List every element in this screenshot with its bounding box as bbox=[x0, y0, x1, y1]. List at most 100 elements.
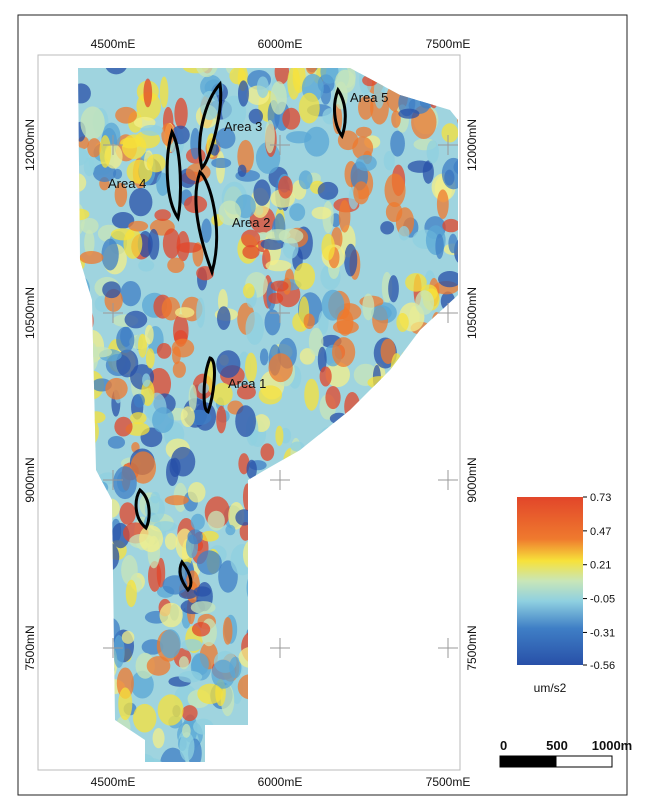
raster-blob bbox=[435, 584, 451, 614]
easting-label-bottom: 4500mE bbox=[91, 775, 136, 789]
raster-blob bbox=[284, 674, 301, 697]
raster-blob bbox=[78, 495, 85, 520]
raster-blob bbox=[268, 353, 293, 383]
raster-blob bbox=[443, 604, 458, 619]
raster-blob bbox=[405, 690, 426, 711]
raster-blob bbox=[395, 584, 410, 598]
raster-blob bbox=[80, 694, 106, 712]
raster-blob bbox=[237, 674, 262, 700]
raster-blob bbox=[389, 505, 402, 528]
raster-blob bbox=[81, 339, 94, 371]
raster-blob bbox=[387, 730, 403, 751]
raster-blob bbox=[325, 361, 350, 388]
raster-blob bbox=[196, 297, 206, 328]
raster-blob bbox=[251, 551, 268, 566]
raster-blob bbox=[308, 622, 335, 646]
raster-blob bbox=[278, 175, 293, 199]
raster-blob bbox=[441, 123, 458, 143]
raster-blob bbox=[174, 307, 195, 318]
raster-blob bbox=[391, 409, 400, 441]
raster-blob bbox=[355, 154, 377, 172]
raster-blob bbox=[260, 443, 275, 461]
raster-blob bbox=[213, 732, 237, 751]
raster-blob bbox=[294, 262, 316, 290]
raster-blob bbox=[302, 563, 326, 593]
raster-blob bbox=[425, 434, 449, 455]
raster-blob bbox=[211, 157, 232, 169]
raster-blob bbox=[452, 568, 458, 597]
raster-blob bbox=[301, 507, 315, 523]
raster-blob bbox=[246, 626, 265, 639]
raster-blob bbox=[436, 450, 452, 480]
raster-blob bbox=[130, 451, 157, 484]
raster-blob bbox=[380, 598, 396, 621]
raster-blob bbox=[305, 603, 324, 632]
raster-blob bbox=[317, 181, 339, 200]
raster-blob bbox=[303, 487, 314, 520]
raster-blob bbox=[317, 694, 327, 710]
raster-blob bbox=[242, 245, 260, 259]
raster-blob bbox=[82, 341, 99, 372]
raster-blob bbox=[101, 498, 120, 518]
raster-blob bbox=[425, 661, 442, 691]
raster-blob bbox=[390, 130, 405, 157]
raster-blob bbox=[394, 493, 406, 523]
raster-blob bbox=[304, 378, 319, 411]
raster-blob bbox=[270, 81, 287, 115]
raster-blob bbox=[384, 478, 395, 510]
raster-blob bbox=[406, 624, 425, 655]
raster-blob bbox=[421, 621, 441, 632]
raster-blob bbox=[363, 632, 386, 666]
raster-blob bbox=[102, 281, 121, 299]
raster-blob bbox=[328, 720, 348, 733]
scale-bar-black bbox=[499, 755, 557, 768]
raster-blob bbox=[152, 407, 174, 433]
raster-blob bbox=[225, 68, 235, 74]
raster-blob bbox=[101, 238, 119, 271]
scale-bar-label: 500 bbox=[546, 738, 568, 753]
raster-blob bbox=[78, 643, 86, 659]
raster-blob bbox=[124, 310, 148, 329]
raster-blob bbox=[283, 698, 301, 714]
raster-blob bbox=[245, 311, 264, 345]
raster-blob bbox=[398, 108, 420, 119]
raster-blob bbox=[93, 617, 110, 641]
raster-blob bbox=[445, 718, 458, 736]
raster-blob bbox=[431, 312, 442, 339]
raster-blob bbox=[237, 164, 247, 177]
raster-blob bbox=[146, 656, 171, 676]
raster-blob bbox=[454, 391, 458, 425]
raster-blob bbox=[208, 730, 218, 750]
raster-blob bbox=[244, 352, 258, 383]
raster-blob bbox=[146, 153, 166, 173]
raster-blob bbox=[443, 554, 458, 577]
raster-blob bbox=[317, 526, 340, 551]
map-frame bbox=[37, 54, 461, 771]
gravity-raster bbox=[78, 68, 458, 762]
raster-blob bbox=[262, 686, 285, 702]
raster-blob bbox=[443, 430, 458, 454]
raster-blob bbox=[391, 110, 401, 128]
raster-blob bbox=[312, 533, 326, 560]
scale-bar-white bbox=[555, 755, 613, 768]
raster-blob bbox=[275, 646, 301, 666]
raster-blob bbox=[313, 611, 328, 644]
raster-blob bbox=[328, 625, 347, 639]
raster-blob bbox=[174, 97, 188, 130]
raster-blob bbox=[80, 514, 93, 530]
raster-blob bbox=[82, 518, 94, 553]
raster-blob bbox=[376, 461, 402, 479]
raster-blob bbox=[383, 593, 401, 627]
raster-blob bbox=[289, 624, 309, 646]
raster-blob bbox=[371, 637, 395, 665]
raster-blob bbox=[346, 608, 370, 623]
raster-blob bbox=[92, 663, 115, 675]
raster-blob bbox=[387, 384, 403, 400]
raster-blob bbox=[319, 366, 332, 387]
raster-blob bbox=[329, 447, 343, 478]
raster-blob bbox=[296, 537, 309, 572]
raster-blob bbox=[335, 69, 356, 94]
raster-blob bbox=[319, 489, 330, 514]
raster-blob bbox=[258, 385, 283, 405]
raster-blob bbox=[361, 518, 381, 539]
